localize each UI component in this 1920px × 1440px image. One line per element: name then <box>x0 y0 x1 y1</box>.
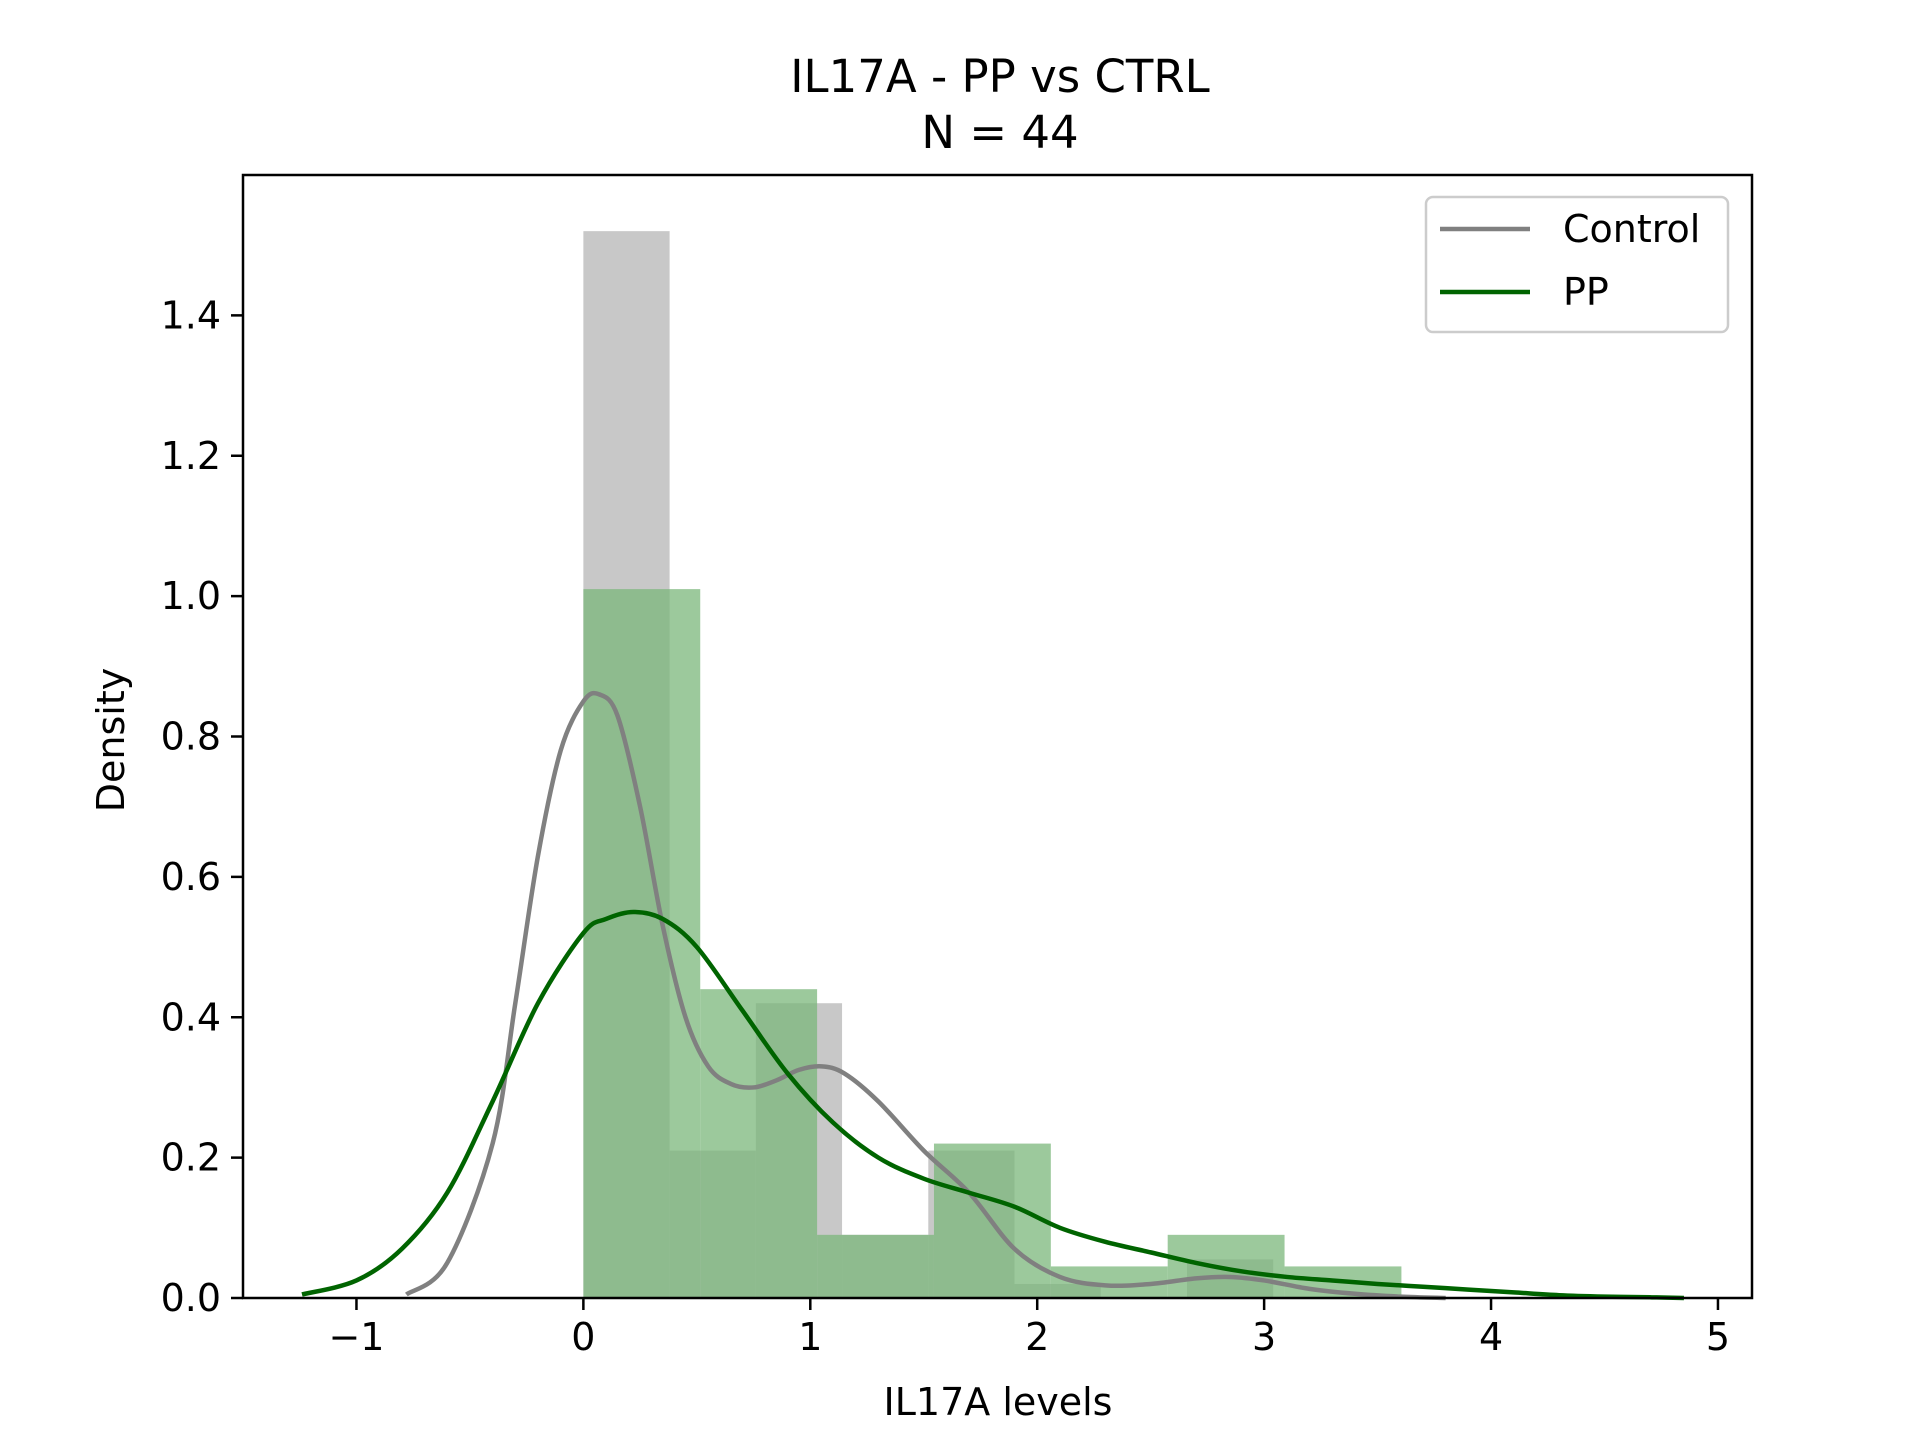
x-tick-label-3: 2 <box>1025 1315 1049 1359</box>
x-tick-label-5: 4 <box>1479 1315 1503 1359</box>
hist-bar-pp-5 <box>1167 1234 1285 1298</box>
x-tick-label-2: 1 <box>798 1315 822 1359</box>
y-tick-label-0: 0.0 <box>161 1276 221 1320</box>
y-tick-label-7: 1.4 <box>161 293 221 337</box>
y-tick-label-2: 0.4 <box>161 995 221 1039</box>
legend-label-control: Control <box>1563 207 1700 251</box>
plot-frame <box>241 173 1754 1300</box>
histogram-layer <box>583 231 1402 1298</box>
x-tick-label-0: −1 <box>328 1315 384 1359</box>
axes-layer: −1 0 1 2 3 4 5 0.0 0.2 0.4 0.6 0.8 1.0 1.2 1.4 <box>161 173 1754 1359</box>
hist-bar-pp-0 <box>583 589 701 1298</box>
legend: Control PP <box>1424 195 1730 334</box>
x-tick-label-1: 0 <box>571 1315 595 1359</box>
kde-layer <box>301 690 1684 1301</box>
y-axis-label: Density <box>89 668 133 812</box>
hist-bar-pp-1 <box>700 989 818 1298</box>
y-tick-label-6: 1.2 <box>161 434 221 478</box>
hist-bar-pp-2 <box>817 1234 934 1298</box>
chart-subtitle: N = 44 <box>921 106 1078 159</box>
y-tick-label-1: 0.2 <box>161 1136 221 1180</box>
y-tick-label-5: 1.0 <box>161 574 221 618</box>
y-tick-label-4: 0.8 <box>161 715 221 759</box>
x-axis-label: IL17A levels <box>884 1380 1113 1424</box>
x-tick-label-4: 3 <box>1252 1315 1276 1359</box>
chart-title: IL17A - PP vs CTRL <box>790 50 1209 103</box>
y-tick-label-3: 0.6 <box>161 855 221 899</box>
legend-label-pp: PP <box>1563 270 1609 314</box>
x-tick-label-6: 5 <box>1706 1315 1730 1359</box>
kde-line-pp <box>301 909 1684 1301</box>
kde-line-control <box>405 690 1446 1301</box>
